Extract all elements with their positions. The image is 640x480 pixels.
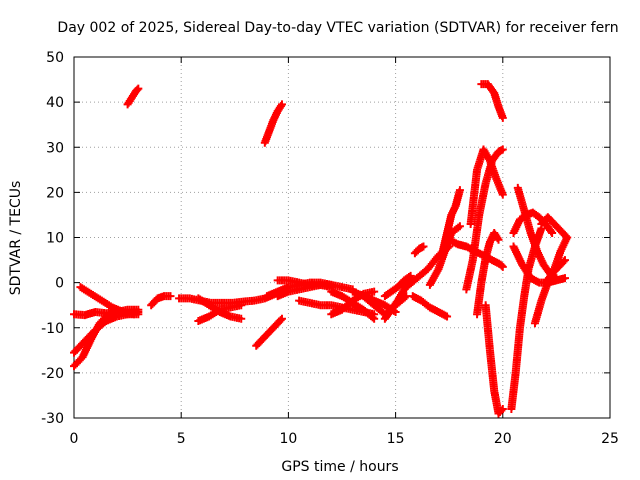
series-arc-9 — [194, 301, 246, 325]
data-point — [560, 274, 569, 283]
data-point — [130, 310, 139, 319]
series-arc-5 — [123, 84, 143, 109]
series-arc-36 — [509, 242, 569, 287]
interpolated-point — [405, 272, 413, 281]
x-tick-label: 5 — [177, 431, 186, 447]
y-tick-label: 20 — [46, 185, 64, 201]
data-point — [406, 271, 415, 280]
data-point — [237, 301, 246, 310]
x-tick-label: 0 — [70, 431, 79, 447]
data-point — [277, 100, 286, 109]
series-arc-32 — [477, 80, 507, 122]
interpolated-point — [561, 232, 570, 241]
y-tick-label: -10 — [41, 321, 64, 337]
data-marks — [70, 80, 572, 418]
data-point — [419, 242, 428, 251]
data-point — [455, 186, 464, 195]
series-arc-39 — [541, 256, 569, 287]
y-tick-label: 50 — [46, 50, 64, 66]
data-point — [166, 292, 175, 301]
series-arc-23 — [408, 292, 452, 321]
data-point — [498, 262, 507, 271]
data-point — [370, 287, 379, 296]
axis-ticks: 0 5 10 15 20 25 -30 -20 -10 0 10 20 30 40 50 — [41, 50, 619, 447]
series-arc-24 — [410, 242, 428, 258]
series-arc-30 — [473, 228, 503, 319]
series-arc-35 — [513, 183, 561, 283]
x-tick-label: 20 — [494, 431, 512, 447]
y-tick-label: -20 — [41, 366, 64, 382]
data-point — [370, 314, 379, 323]
series-arc-11 — [260, 100, 286, 147]
grid — [74, 57, 610, 418]
data-point — [443, 312, 452, 321]
x-tick-label: 10 — [279, 431, 297, 447]
data-point — [494, 235, 503, 244]
x-tick-label: 15 — [387, 431, 405, 447]
data-point — [563, 233, 572, 242]
interpolated-point — [133, 85, 142, 94]
series-arc-10 — [252, 314, 286, 350]
series-arc-4 — [76, 283, 139, 319]
chart-title: Day 002 of 2025, Sidereal Day-to-day VTE… — [57, 20, 618, 36]
data-point — [237, 314, 246, 323]
series-arc-7 — [175, 289, 280, 307]
series-arc-38 — [537, 213, 572, 242]
data-point — [498, 404, 507, 413]
interpolated-point — [547, 227, 556, 236]
series-arc-14 — [273, 276, 336, 292]
data-point — [498, 113, 507, 122]
data-point — [560, 256, 569, 265]
data-point — [455, 222, 464, 231]
y-tick-label: 40 — [46, 95, 64, 111]
series-arc-31 — [481, 301, 507, 418]
data-point — [548, 228, 557, 237]
interpolated-point — [559, 257, 568, 266]
interpolated-point — [497, 406, 506, 415]
x-tick-label: 25 — [601, 431, 619, 447]
series-arc-21 — [380, 271, 415, 301]
series-arc-26 — [438, 186, 464, 256]
data-point — [277, 314, 286, 323]
y-tick-label: 30 — [46, 140, 64, 156]
y-tick-label: -30 — [41, 411, 64, 427]
series-arc-6 — [147, 292, 175, 310]
interpolated-point — [368, 313, 377, 322]
series-arc-29 — [466, 145, 507, 228]
data-point — [498, 145, 507, 154]
y-axis-label: SDTVAR / TECUs — [8, 181, 24, 296]
data-point — [498, 190, 507, 199]
interpolated-point — [276, 316, 285, 325]
x-axis-label: GPS time / hours — [281, 459, 398, 475]
series-arc-17 — [327, 287, 379, 323]
y-tick-label: 0 — [55, 276, 64, 292]
data-point — [134, 84, 143, 93]
y-tick-label: 10 — [46, 231, 64, 247]
interpolated-point — [497, 261, 506, 270]
